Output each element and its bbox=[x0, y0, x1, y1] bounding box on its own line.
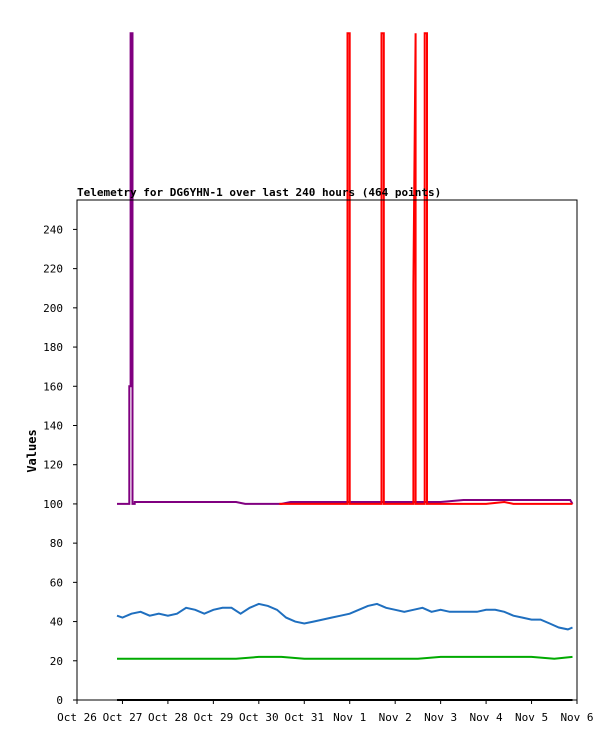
y-axis-label: Values bbox=[25, 429, 39, 472]
x-tick-label: Nov 3 bbox=[424, 711, 457, 724]
x-tick-label: Oct 30 bbox=[239, 711, 279, 724]
x-tick-label: Oct 27 bbox=[103, 711, 143, 724]
x-tick-label: Nov 1 bbox=[333, 711, 366, 724]
y-tick-label: 0 bbox=[56, 694, 63, 707]
y-tick-label: 220 bbox=[43, 263, 63, 276]
x-tick-label: Oct 29 bbox=[193, 711, 233, 724]
y-tick-label: 20 bbox=[50, 655, 63, 668]
y-tick-label: 40 bbox=[50, 616, 63, 629]
x-tick-label: Nov 6 bbox=[560, 711, 593, 724]
series-line-1 bbox=[117, 32, 574, 505]
plot-frame bbox=[76, 199, 578, 701]
x-axis-ticks: Oct 26 Oct 27 Oct 28 Oct 29 Oct 30 Oct 31 Nov … bbox=[57, 700, 594, 724]
y-tick-label: 120 bbox=[43, 459, 63, 472]
y-tick-label: 200 bbox=[43, 302, 63, 315]
y-tick-label: 160 bbox=[43, 380, 63, 393]
x-tick-label: Oct 31 bbox=[284, 711, 324, 724]
y-tick-label: 100 bbox=[43, 498, 63, 511]
y-tick-label: 140 bbox=[43, 419, 63, 432]
x-tick-label: Nov 2 bbox=[379, 711, 412, 724]
y-tick-label: 80 bbox=[50, 537, 63, 550]
y-tick-label: 60 bbox=[50, 576, 63, 589]
y-axis-ticks: 0 20 40 60 80 100 120 140 160 180 200 220 240 bbox=[43, 223, 77, 707]
series-line-3 bbox=[116, 602, 573, 631]
y-tick-label: 240 bbox=[43, 223, 63, 236]
series-line-2 bbox=[279, 32, 573, 505]
series-layer bbox=[116, 32, 574, 701]
series-line-4 bbox=[117, 655, 573, 660]
x-tick-label: Oct 26 bbox=[57, 711, 97, 724]
y-tick-label: 180 bbox=[43, 341, 63, 354]
x-tick-label: Oct 28 bbox=[148, 711, 188, 724]
chart-title: Telemetry for DG6YHN-1 over last 240 hou… bbox=[77, 186, 441, 199]
x-tick-label: Nov 4 bbox=[470, 711, 503, 724]
x-tick-label: Nov 5 bbox=[515, 711, 548, 724]
